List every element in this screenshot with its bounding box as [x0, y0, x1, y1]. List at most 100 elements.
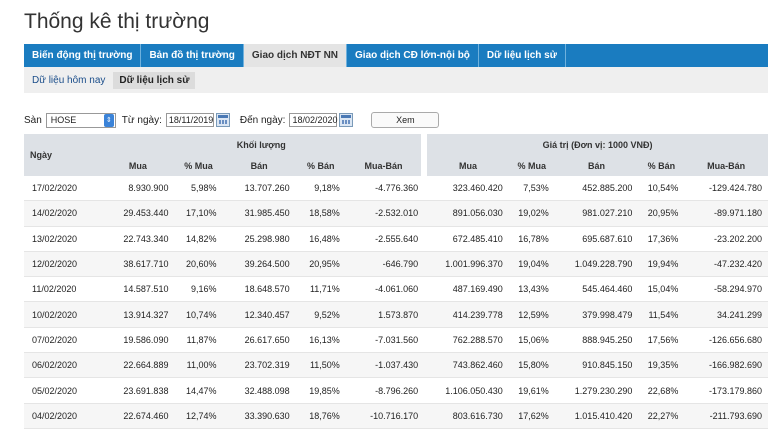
table-cell: 11,00%	[174, 352, 223, 379]
table-row: 10/02/2020 13.914.327 10,74% 12.340.457 9,52…	[24, 301, 768, 328]
table-cell: -8.796.260	[345, 377, 425, 404]
page-title: Thống kê thị trường	[24, 10, 210, 33]
table-cell: 19,02%	[508, 200, 555, 227]
col-header: Mua	[101, 156, 175, 176]
den-ngay-label: Đến ngày:	[239, 114, 286, 126]
table-cell: 12,74%	[174, 403, 223, 429]
filter-bar: Sàn HOSE ⇕ Từ ngày: 18/11/2019 Đến ngày:…	[24, 111, 440, 129]
table-cell: 17,62%	[508, 403, 555, 429]
table-cell: 16,13%	[295, 327, 346, 354]
date-cell: 13/02/2020	[24, 226, 102, 252]
subtab-du-lieu-hom-nay[interactable]: Dữ liệu hôm nay	[32, 74, 106, 86]
table-cell: 1.279.230.290	[554, 377, 639, 404]
group-header-gia-tri: Giá trị (Đơn vị: 1000 VNĐ)	[421, 134, 768, 156]
table-cell: 7,53%	[508, 176, 555, 202]
table-cell: 23.702.319	[222, 352, 296, 379]
table-cell: 14,82%	[174, 226, 223, 252]
table-cell: 13,43%	[508, 276, 555, 303]
col-header: % Mua	[174, 156, 223, 176]
san-select[interactable]: HOSE ⇕	[45, 112, 116, 128]
table-cell: 762.288.570	[424, 327, 509, 354]
tu-ngay-input[interactable]: 18/11/2019	[165, 113, 214, 127]
table-cell: 18,76%	[295, 403, 346, 429]
table-cell: 14.587.510	[101, 276, 175, 303]
den-ngay-input[interactable]: 18/02/2020	[289, 113, 337, 127]
table-cell: -7.031.560	[345, 327, 425, 354]
chevron-updown-icon: ⇕	[103, 113, 114, 127]
table-cell: 33.390.630	[222, 403, 296, 429]
date-cell: 12/02/2020	[24, 251, 102, 278]
table-cell: 17,10%	[174, 200, 223, 227]
table-cell: 1.106.050.430	[424, 377, 509, 404]
table-cell: 743.862.460	[424, 352, 509, 379]
table-cell: 18,58%	[295, 200, 346, 227]
table-cell: -2.532.010	[345, 200, 425, 227]
col-header: % Bán	[295, 156, 346, 176]
table-cell: 17,36%	[638, 226, 685, 252]
table-cell: 20,60%	[174, 251, 223, 278]
tab-giao-dich-ndt-nn[interactable]: Giao dịch NĐT NN	[243, 44, 348, 67]
table-cell: 19,35%	[638, 352, 685, 379]
table-cell: 22,68%	[638, 377, 685, 404]
calendar-icon[interactable]	[339, 113, 354, 127]
subtab-du-lieu-lich-su[interactable]: Dữ liệu lịch sử	[113, 71, 196, 89]
table-cell: 414.239.778	[424, 301, 509, 328]
table-cell: 22.743.340	[101, 226, 175, 252]
table-cell: 15,06%	[508, 327, 555, 354]
table-cell: 11,50%	[295, 352, 346, 379]
table-cell: 13.707.260	[222, 176, 296, 202]
table-cell: -211.793.690	[684, 403, 768, 429]
table-cell: -129.424.780	[684, 176, 768, 202]
table-cell: 16,48%	[295, 226, 346, 252]
table-cell: 981.027.210	[554, 200, 639, 227]
table-cell: 5,98%	[174, 176, 223, 202]
table-cell: -89.971.180	[684, 200, 768, 227]
table-cell: 20,95%	[295, 251, 346, 278]
table-cell: 16,78%	[508, 226, 555, 252]
table-cell: 34.241.299	[684, 301, 768, 328]
col-header: % Mua	[508, 156, 555, 176]
calendar-icon[interactable]	[215, 113, 230, 127]
table-row: 11/02/2020 14.587.510 9,16% 18.648.570 11,71…	[24, 276, 768, 303]
tab-du-lieu-lich-su[interactable]: Dữ liệu lịch sử	[479, 44, 566, 67]
table-cell: 11,54%	[638, 301, 685, 328]
table-cell: -2.555.640	[345, 226, 425, 252]
col-header: Bán	[554, 156, 639, 176]
table-cell: 12.340.457	[222, 301, 296, 328]
table-cell: -4.776.360	[345, 176, 425, 202]
table-cell: 803.616.730	[424, 403, 509, 429]
table-cell: 19.586.090	[101, 327, 175, 354]
table-cell: 1.049.228.790	[554, 251, 639, 278]
san-label: Sàn	[24, 114, 42, 126]
table-cell: 19,04%	[508, 251, 555, 278]
table-cell: 452.885.200	[554, 176, 639, 202]
table-cell: 9,52%	[295, 301, 346, 328]
tab-giao-dich-cd-lon[interactable]: Giao dịch CĐ lớn-nội bộ	[347, 44, 479, 67]
table-row: 12/02/2020 38.617.710 20,60% 39.264.500 20,9…	[24, 251, 768, 278]
table-cell: 910.845.150	[554, 352, 639, 379]
table-cell: 32.488.098	[222, 377, 296, 404]
col-header: Bán	[222, 156, 296, 176]
xem-button[interactable]: Xem	[371, 112, 440, 128]
table-cell: 15,80%	[508, 352, 555, 379]
table-row: 06/02/2020 22.664.889 11,00% 23.702.319 11,5…	[24, 352, 768, 379]
table-cell: 19,85%	[295, 377, 346, 404]
table-cell: 1.573.870	[345, 301, 425, 328]
table-cell: 38.617.710	[101, 251, 175, 278]
table-cell: 25.298.980	[222, 226, 296, 252]
table-cell: 12,59%	[508, 301, 555, 328]
table-cell: 379.998.479	[554, 301, 639, 328]
sub-tabs: Dữ liệu hôm nay Dữ liệu lịch sử	[24, 67, 768, 93]
table-cell: 39.264.500	[222, 251, 296, 278]
table-cell: 1.001.996.370	[424, 251, 509, 278]
date-cell: 05/02/2020	[24, 377, 102, 404]
tab-ban-do-thi-truong[interactable]: Bản đồ thị trường	[141, 44, 244, 67]
table-cell: 17,56%	[638, 327, 685, 354]
table-row: 14/02/2020 29.453.440 17,10% 31.985.450 18,5…	[24, 200, 768, 227]
table-cell: 9,16%	[174, 276, 223, 303]
table-cell: 15,04%	[638, 276, 685, 303]
table-cell: 29.453.440	[101, 200, 175, 227]
foreign-trading-table: Ngày Khối lượng Giá trị (Đơn vị: 1000 VN…	[24, 134, 768, 429]
table-row: 04/02/2020 22.674.460 12,74% 33.390.630 18,7…	[24, 403, 768, 429]
tab-bien-dong-thi-truong[interactable]: Biến động thị trường	[24, 44, 142, 67]
